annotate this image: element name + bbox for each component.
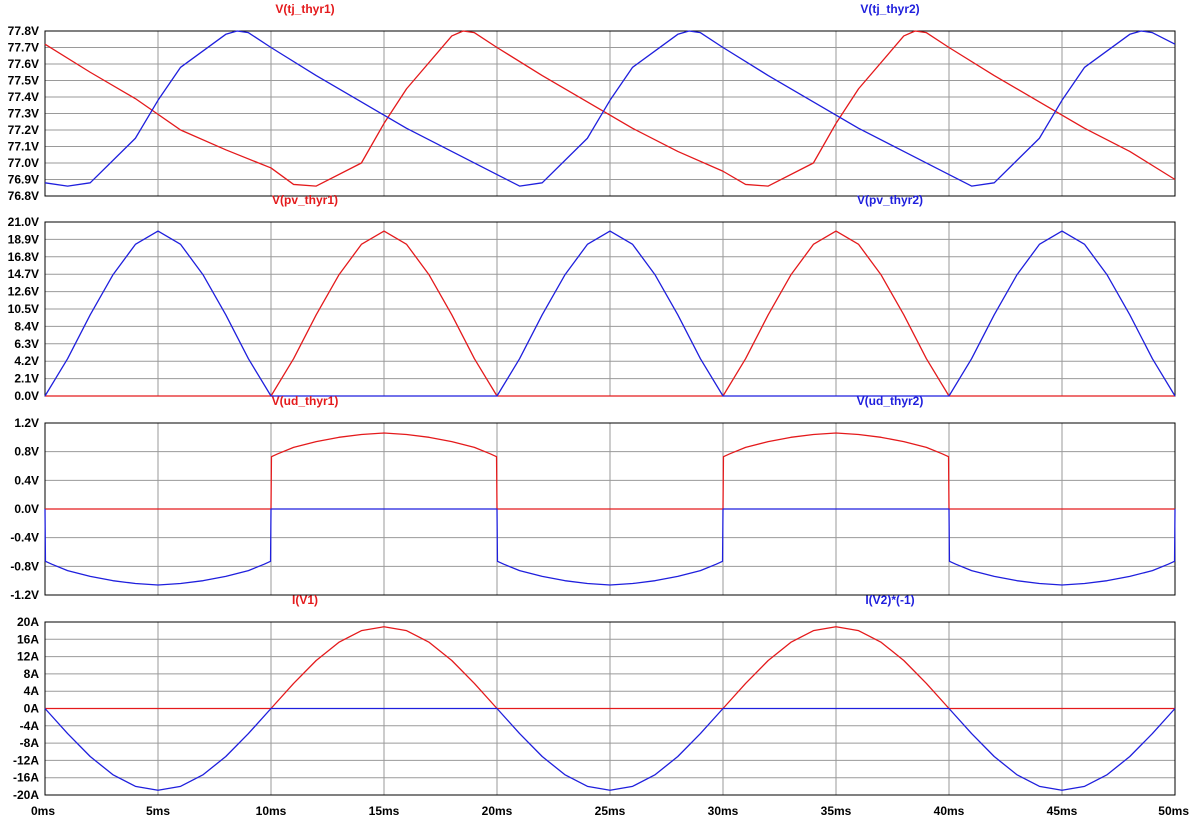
trace-V(tj_thyr1): [44, 30, 1176, 187]
y-tick-label: 0.4V: [14, 473, 39, 487]
y-tick-label: 77.2V: [8, 123, 39, 137]
series-title: V(ud_thyr2): [857, 394, 924, 408]
y-tick-label: 18.9V: [8, 232, 39, 246]
y-tick-label: 76.8V: [8, 189, 39, 203]
y-tick-label: -8A: [20, 736, 40, 750]
y-tick-label: 77.6V: [8, 57, 39, 71]
y-tick-label: 12.6V: [8, 285, 39, 299]
y-tick-label: 77.4V: [8, 90, 39, 104]
y-tick-label: 16A: [17, 632, 39, 646]
series-title: V(tj_thyr1): [275, 2, 334, 16]
panel-4: -20A -16A -12A -8A -4A 0A 4A 8A 12A 16A 20A I(V1) I(…: [13, 593, 1176, 802]
trace-V(pv_thyr1): [45, 230, 1175, 397]
y-tick-label: 76.9V: [8, 173, 39, 187]
y-tick-label: -1.2V: [10, 588, 39, 602]
y-tick-label: 77.8V: [8, 24, 39, 38]
x-tick-label: 20ms: [482, 804, 513, 818]
series-title: V(pv_thyr2): [857, 193, 923, 207]
y-tick-label: 2.1V: [14, 372, 39, 386]
y-tick-label: 77.7V: [8, 41, 39, 55]
x-tick-label: 25ms: [595, 804, 626, 818]
y-tick-label: -20A: [13, 788, 39, 802]
y-tick-label: 12A: [17, 650, 39, 664]
y-tick-label: 16.8V: [8, 250, 39, 264]
series-title: V(pv_thyr1): [272, 193, 338, 207]
y-tick-label: 8A: [24, 667, 40, 681]
x-tick-label: 30ms: [708, 804, 739, 818]
trace-V(pv_thyr2): [44, 230, 1176, 397]
y-tick-label: 77.1V: [8, 140, 39, 154]
x-tick-label: 40ms: [934, 804, 965, 818]
series-title: V(ud_thyr1): [272, 394, 339, 408]
y-tick-label: 77.0V: [8, 156, 39, 170]
y-tick-label: -12A: [13, 753, 39, 767]
y-tick-label: -16A: [13, 771, 39, 785]
y-tick-label: 10.5V: [8, 302, 39, 316]
series-title: I(V1): [292, 593, 318, 607]
x-tick-label: 35ms: [821, 804, 852, 818]
panel-2: 0.0V 2.1V 4.2V 6.3V 8.4V 10.5V 12.6V 14.7V 16.8V…: [8, 193, 1176, 403]
x-tick-label: 0ms: [31, 804, 55, 818]
trace-I(V2)*(-1): [44, 707, 1176, 791]
series-title: I(V2)*(-1): [865, 593, 914, 607]
x-tick-label: 10ms: [256, 804, 287, 818]
x-tick-label: 15ms: [369, 804, 400, 818]
trace-I(V1): [45, 626, 1175, 710]
y-tick-label: -4A: [20, 719, 40, 733]
panel-1: 76.8V 76.9V 77.0V 77.1V 77.2V 77.3V 77.4V 77.5V…: [8, 2, 1176, 203]
y-tick-label: -0.4V: [10, 531, 39, 545]
trace-V(tj_thyr2): [44, 30, 1176, 187]
y-tick-label: 0.0V: [14, 389, 39, 403]
series-title: V(tj_thyr2): [860, 2, 919, 16]
y-tick-label: 21.0V: [8, 215, 39, 229]
trace-V(ud_thyr2): [44, 508, 1176, 586]
y-tick-label: 77.3V: [8, 107, 39, 121]
trace-V(ud_thyr1): [45, 432, 1175, 510]
x-tick-label: 50ms: [1158, 804, 1189, 818]
y-tick-label: 4.2V: [14, 354, 39, 368]
y-tick-label: 4A: [24, 684, 40, 698]
y-tick-label: 77.5V: [8, 74, 39, 88]
panel-3: -1.2V -0.8V -0.4V 0.0V 0.4V 0.8V 1.2V V(ud_thyr…: [10, 394, 1176, 602]
y-tick-label: 6.3V: [14, 337, 39, 351]
y-tick-label: 8.4V: [14, 319, 39, 333]
y-tick-label: 20A: [17, 615, 39, 629]
y-tick-label: 0.8V: [14, 445, 39, 459]
y-tick-label: 0.0V: [14, 502, 39, 516]
y-tick-label: 0A: [24, 702, 40, 716]
plot-frame: [44, 30, 1176, 197]
y-tick-label: 14.7V: [8, 267, 39, 281]
y-tick-label: 1.2V: [14, 416, 39, 430]
y-tick-label: -0.8V: [10, 559, 39, 573]
x-tick-label: 5ms: [146, 804, 170, 818]
x-tick-label: 45ms: [1047, 804, 1078, 818]
